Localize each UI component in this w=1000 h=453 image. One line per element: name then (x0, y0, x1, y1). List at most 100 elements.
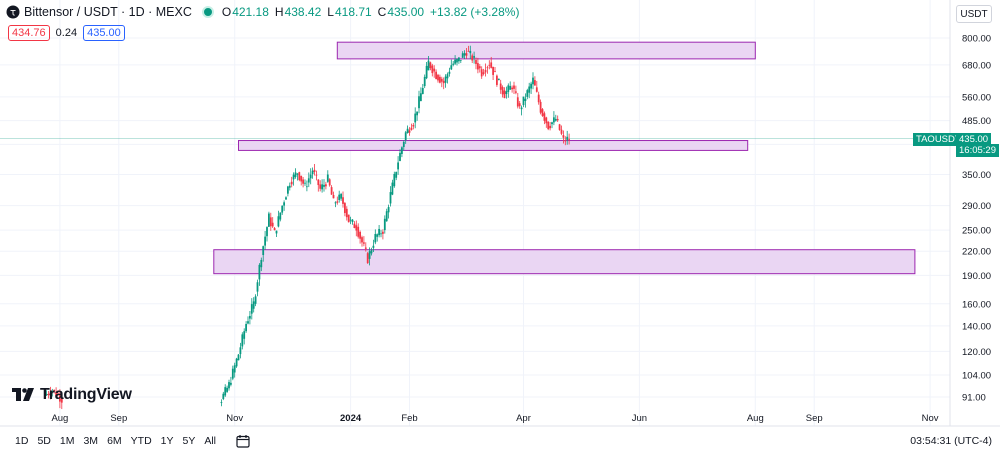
candle-body (345, 208, 348, 218)
candle-body (537, 94, 540, 103)
calendar-icon[interactable] (236, 434, 250, 448)
bid-price[interactable]: 434.76 (8, 25, 50, 41)
candle-body (450, 65, 453, 70)
support-resistance-zone[interactable] (238, 140, 749, 151)
spread-value: 0.24 (55, 27, 78, 39)
candle-body (378, 228, 380, 236)
candle-body (442, 80, 445, 84)
candle-body (520, 107, 523, 110)
price-tag-countdown: 16:05:29 (956, 144, 999, 157)
candle-body (247, 321, 249, 324)
timeframe-5d[interactable]: 5D (37, 434, 51, 447)
support-resistance-zone[interactable] (336, 41, 756, 60)
currency-button[interactable]: USDT (956, 5, 992, 23)
support-resistance-zone[interactable] (213, 249, 916, 275)
timeframe-1y[interactable]: 1Y (160, 434, 174, 447)
candle-body (471, 55, 474, 61)
candle-body (437, 74, 439, 81)
candle-body (287, 186, 289, 194)
candle-body (560, 129, 563, 134)
candle-body (515, 91, 517, 93)
candle-body (294, 172, 297, 177)
candle-body (475, 60, 477, 64)
candle-body (427, 60, 430, 71)
candle-body (325, 184, 327, 187)
candle-body (556, 118, 559, 121)
low-value: 418.71 (334, 5, 372, 19)
candle-body (304, 182, 306, 184)
price-tag-symbol: TAOUSDT (913, 133, 964, 146)
candle-body (296, 173, 299, 175)
candle-body (545, 117, 548, 124)
candle-body (342, 197, 344, 204)
candle-body (522, 96, 525, 106)
x-tick-label: Sep (110, 413, 127, 424)
candle-body (467, 50, 470, 52)
candle-body (408, 130, 411, 133)
bottom-toolbar: 1D 5D 1M 3M 6M YTD 1Y 5Y All 03:54:31 (UTC-4) (0, 428, 1000, 453)
timeframe-6m[interactable]: 6M (107, 434, 122, 447)
candle-body (268, 213, 270, 227)
candle-body (321, 184, 323, 190)
open-label: O (221, 5, 232, 19)
candle-body (541, 109, 544, 116)
tradingview-logo[interactable]: TradingView (12, 386, 132, 404)
timeframe-1d[interactable]: 1D (15, 434, 29, 447)
candle-body (224, 387, 227, 396)
candle-body (526, 90, 529, 97)
clock-readout[interactable]: 03:54:31 (UTC-4) (910, 434, 992, 447)
candle-body (416, 111, 418, 116)
candle-body (47, 393, 50, 396)
y-tick-label: 190.00 (962, 271, 991, 282)
candle-body (554, 118, 557, 121)
candle-body (516, 97, 519, 107)
candle-body (323, 184, 325, 187)
y-tick-label: 160.00 (962, 299, 991, 310)
candle-body (513, 85, 515, 89)
candle-body (444, 76, 447, 83)
timeframe-ytd[interactable]: YTD (130, 434, 152, 447)
candle-body (239, 347, 242, 355)
low-label: L (327, 5, 334, 19)
candle-body (271, 222, 274, 227)
candle-body (524, 98, 527, 101)
candle-body (250, 304, 253, 314)
timeframe-1m[interactable]: 1M (59, 434, 75, 447)
candle-body (233, 365, 236, 373)
candle-body (482, 72, 485, 74)
timeframe-5y[interactable]: 5Y (182, 434, 196, 447)
candle-body (469, 50, 472, 54)
candle-body (539, 101, 542, 113)
ask-price[interactable]: 435.00 (83, 25, 125, 41)
candle-body (547, 121, 550, 130)
y-tick-label: 800.00 (962, 34, 991, 45)
candle-body (220, 402, 223, 403)
candle-body (501, 87, 504, 95)
candle-body (412, 125, 415, 127)
candle-body (440, 78, 443, 82)
timeframe-all[interactable]: All (204, 434, 217, 447)
candle-body (511, 87, 513, 90)
candle-body (252, 301, 255, 309)
candle-body (507, 85, 510, 92)
symbol-title[interactable]: Bittensor / USDT · 1D · MEXC (24, 5, 192, 19)
svg-text:τ: τ (10, 8, 16, 19)
candle-body (431, 65, 434, 74)
bittensor-logo-icon: τ (6, 5, 20, 19)
candle-body (283, 202, 285, 206)
candle-body (338, 194, 341, 201)
candle-body (393, 173, 396, 187)
candle-body (423, 76, 426, 87)
candle-body (347, 214, 350, 223)
timeframe-3m[interactable]: 3M (83, 434, 99, 447)
candle-body (562, 135, 565, 138)
candle-body (382, 231, 384, 234)
candle-body (473, 56, 475, 58)
candle-body (465, 53, 468, 56)
candle-body (433, 68, 436, 72)
candle-body (380, 233, 382, 235)
y-tick-label: 220.00 (962, 247, 991, 258)
y-tick-label: 91.00 (962, 393, 986, 404)
candle-body (383, 218, 386, 231)
